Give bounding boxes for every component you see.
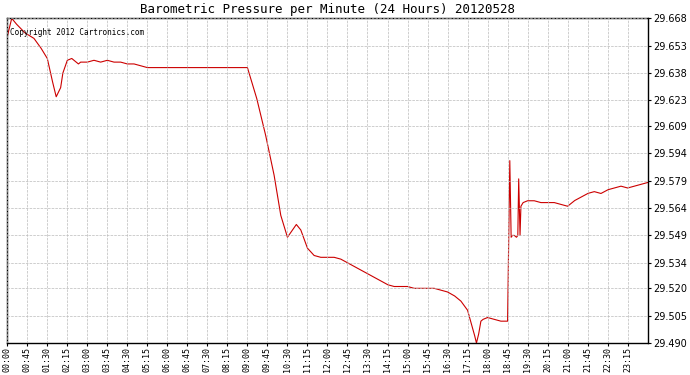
Text: Copyright 2012 Cartronics.com: Copyright 2012 Cartronics.com (10, 28, 145, 37)
Title: Barometric Pressure per Minute (24 Hours) 20120528: Barometric Pressure per Minute (24 Hours… (140, 3, 515, 16)
